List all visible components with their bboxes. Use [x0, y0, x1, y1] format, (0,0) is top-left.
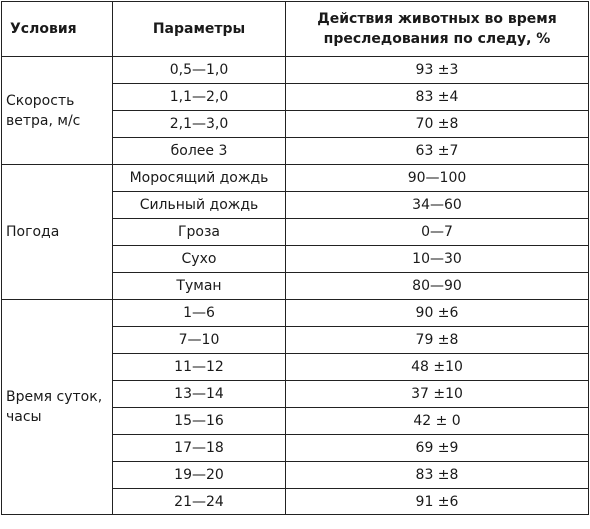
table-row: Скорость ветра, м/с 0,5—1,0 93 ±3 [1, 56, 589, 165]
value-cell: 10—30 [285, 245, 589, 273]
value-cell: 63 ±7 [285, 137, 589, 165]
value-cell: 42 ± 0 [285, 407, 589, 435]
param-cell: более 3 [112, 137, 286, 165]
table-row: Время суток, часы 1—6 90 ±6 [1, 299, 589, 515]
table-row: Сухо 10—30 [2, 245, 589, 273]
condition-cell-weather: Погода [1, 164, 113, 300]
condition-cell-wind: Скорость ветра, м/с [1, 56, 113, 165]
param-cell: 7—10 [112, 326, 286, 354]
header-actions-line1: Действия животных во время [317, 11, 557, 27]
table-row: 17—18 69 ±9 [2, 434, 589, 462]
value-cell: 91 ±6 [285, 488, 589, 515]
header-conditions: Условия [1, 1, 113, 57]
value-cell: 37 ±10 [285, 380, 589, 408]
table-header-row: Условия Параметры Действия животных во в… [1, 1, 589, 57]
table-row: Сильный дождь 34—60 [2, 191, 589, 219]
header-parameters: Параметры [112, 1, 286, 57]
param-cell: Моросящий дождь [112, 164, 286, 192]
condition-label: Погода [6, 224, 60, 240]
conditions-table: Условия Параметры Действия животных во в… [1, 1, 589, 515]
param-cell: Сильный дождь [112, 191, 286, 219]
table-row: 19—20 83 ±8 [2, 461, 589, 489]
value-cell: 90—100 [285, 164, 589, 192]
param-cell: 11—12 [112, 353, 286, 381]
value-cell: 48 ±10 [285, 353, 589, 381]
value-cell: 93 ±3 [285, 56, 589, 84]
table-row: 13—14 37 ±10 [2, 380, 589, 408]
header-actions-line2: преследования по следу, % [323, 31, 551, 47]
table-row: 2,1—3,0 70 ±8 [2, 110, 589, 138]
value-cell: 34—60 [285, 191, 589, 219]
condition-label: Время суток, [6, 389, 103, 405]
table-row: Туман 80—90 [2, 272, 589, 300]
param-cell: 21—24 [112, 488, 286, 515]
table-row: более 3 63 ±7 [2, 137, 589, 165]
condition-label: часы [6, 409, 42, 425]
value-cell: 0—7 [285, 218, 589, 246]
param-cell: 2,1—3,0 [112, 110, 286, 138]
param-cell: 19—20 [112, 461, 286, 489]
param-cell: 1,1—2,0 [112, 83, 286, 111]
table-row: 1,1—2,0 83 ±4 [2, 83, 589, 111]
param-cell: Туман [112, 272, 286, 300]
param-cell: Сухо [112, 245, 286, 273]
value-cell: 69 ±9 [285, 434, 589, 462]
param-cell: 0,5—1,0 [112, 56, 286, 84]
param-cell: Гроза [112, 218, 286, 246]
table-row: Гроза 0—7 [2, 218, 589, 246]
table-row: Погода Моросящий дождь 90—100 [1, 164, 589, 300]
param-cell: 15—16 [112, 407, 286, 435]
condition-label: ветра, м/с [6, 112, 81, 129]
condition-cell-time: Время суток, часы [1, 299, 113, 515]
value-cell: 83 ±8 [285, 461, 589, 489]
value-cell: 90 ±6 [285, 299, 589, 327]
value-cell: 70 ±8 [285, 110, 589, 138]
header-actions: Действия животных во время преследования… [285, 1, 589, 57]
condition-label: Скорость [6, 92, 75, 109]
value-cell: 80—90 [285, 272, 589, 300]
table-row: 21—24 91 ±6 [2, 488, 589, 515]
param-cell: 13—14 [112, 380, 286, 408]
param-cell: 17—18 [112, 434, 286, 462]
param-cell: 1—6 [112, 299, 286, 327]
value-cell: 83 ±4 [285, 83, 589, 111]
table-row: 7—10 79 ±8 [2, 326, 589, 354]
value-cell: 79 ±8 [285, 326, 589, 354]
